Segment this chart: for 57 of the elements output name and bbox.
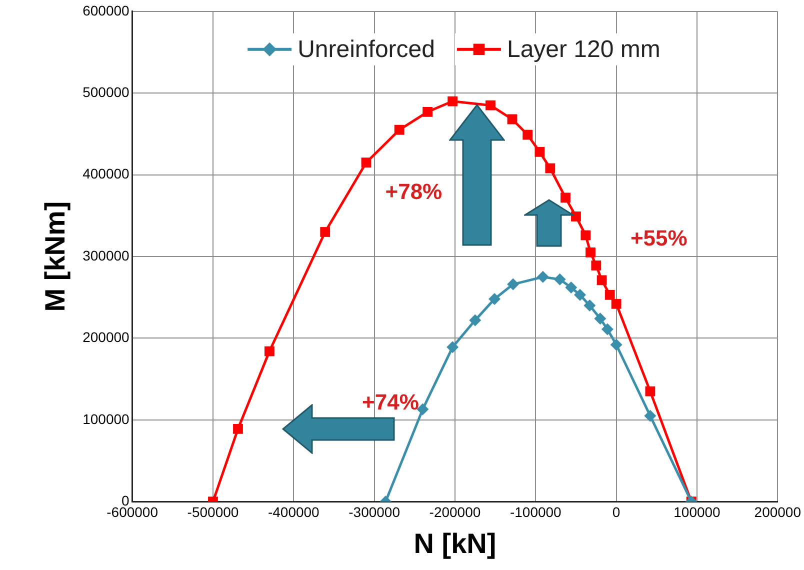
point: [611, 298, 622, 309]
point: [554, 273, 566, 286]
point: [264, 346, 274, 356]
x-tick-label: -100000: [510, 504, 562, 520]
point: [574, 288, 586, 301]
point: [522, 130, 533, 140]
point: [584, 300, 596, 312]
point: [560, 192, 570, 203]
point: [534, 146, 545, 157]
y-tick-label: 600000: [82, 2, 130, 18]
point: [448, 96, 458, 106]
point: [586, 247, 596, 258]
point: [645, 386, 656, 396]
point: [610, 338, 622, 351]
x-tick-label: -300000: [348, 504, 400, 520]
y-tick-label: 100000: [82, 410, 130, 427]
y-axis-title: M [kNm]: [40, 201, 71, 312]
point: [596, 275, 607, 286]
point: [536, 270, 549, 283]
y-tick-label: 0: [122, 492, 130, 508]
legend-label: Layer 120 mm: [506, 36, 660, 64]
point: [394, 124, 404, 135]
x-tick-label: -200000: [429, 504, 481, 520]
point: [591, 260, 602, 270]
point: [594, 312, 606, 325]
x-tick-label: 100000: [674, 504, 721, 520]
point: [469, 314, 482, 326]
point: [565, 282, 578, 294]
y-tick-label: 200000: [82, 329, 130, 346]
x-axis-title: N [kN]: [414, 528, 496, 559]
point: [446, 341, 459, 354]
point: [486, 100, 496, 110]
point: [580, 230, 591, 240]
y-tick-label: 300000: [82, 247, 130, 264]
x-tick-label: 0: [612, 504, 620, 520]
point: [507, 278, 520, 290]
point: [571, 212, 581, 222]
point: [507, 114, 518, 124]
point: [545, 163, 556, 174]
point: [422, 106, 433, 117]
point: [488, 292, 501, 305]
x-tick-label: -400000: [268, 504, 320, 520]
point: [233, 424, 243, 434]
legend-label: Unreinforced: [298, 36, 435, 64]
point: [361, 158, 372, 168]
x-tick-label: 200000: [754, 504, 802, 520]
point: [601, 323, 614, 336]
annotation: +55%: [630, 225, 688, 250]
y-tick-label: 400000: [82, 166, 130, 182]
point: [320, 227, 330, 237]
point: [416, 403, 429, 416]
annotation: +78%: [385, 178, 442, 204]
point: [604, 290, 615, 300]
x-tick-label: -500000: [187, 504, 239, 520]
y-tick-label: 500000: [82, 84, 130, 100]
annotation: +74%: [362, 390, 419, 415]
point: [644, 410, 656, 422]
